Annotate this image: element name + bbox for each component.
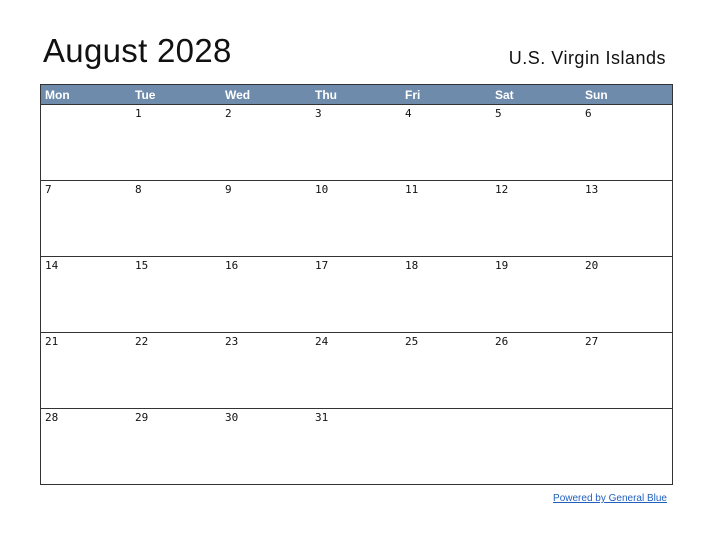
- day-cell-number: 13: [585, 183, 599, 196]
- powered-by-link[interactable]: Powered by General Blue: [553, 493, 667, 504]
- weekday-label-sun: Sun: [585, 88, 608, 102]
- day-cell-number: 26: [495, 335, 509, 348]
- day-cell-number: 7: [45, 183, 52, 196]
- day-cell-number: 16: [225, 259, 239, 272]
- day-cell-number: 19: [495, 259, 509, 272]
- day-cell-number: 1: [135, 107, 142, 120]
- weekday-label-mon: Mon: [45, 88, 70, 102]
- day-cell-number: 5: [495, 107, 502, 120]
- day-cell-number: 21: [45, 335, 59, 348]
- day-cell-number: 31: [315, 411, 329, 424]
- week-row-4: 21 22 23 24 25 26 27: [41, 333, 672, 409]
- weekday-label-sat: Sat: [495, 88, 514, 102]
- day-cell-number: 9: [225, 183, 232, 196]
- day-cell-number: 8: [135, 183, 142, 196]
- weekday-header-row: Mon Tue Wed Thu Fri Sat Sun: [41, 85, 672, 105]
- day-cell-number: 6: [585, 107, 592, 120]
- day-cell-number: 11: [405, 183, 419, 196]
- day-cell-number: 12: [495, 183, 509, 196]
- calendar-grid: Mon Tue Wed Thu Fri Sat Sun 1 2 3 4 5 6 …: [40, 84, 673, 485]
- day-cell-number: 28: [45, 411, 59, 424]
- week-row-3: 14 15 16 17 18 19 20: [41, 257, 672, 333]
- day-cell-number: 20: [585, 259, 599, 272]
- day-cell-number: 29: [135, 411, 149, 424]
- day-cell-number: 15: [135, 259, 149, 272]
- week-row-2: 7 8 9 10 11 12 13: [41, 181, 672, 257]
- day-cell-number: 17: [315, 259, 329, 272]
- day-cell-number: 14: [45, 259, 59, 272]
- day-cell-number: 27: [585, 335, 599, 348]
- weekday-label-thu: Thu: [315, 88, 337, 102]
- calendar-title: August 2028: [43, 32, 232, 69]
- region-name: U.S. Virgin Islands: [508, 48, 666, 68]
- day-cell-number: 30: [225, 411, 239, 424]
- day-cell-number: 18: [405, 259, 419, 272]
- weekday-label-wed: Wed: [225, 88, 251, 102]
- day-cell-number: 24: [315, 335, 329, 348]
- day-cell-number: 3: [315, 107, 322, 120]
- day-cell-number: 2: [225, 107, 232, 120]
- day-cell-number: 25: [405, 335, 419, 348]
- weekday-label-fri: Fri: [405, 88, 421, 102]
- day-cell-number: 23: [225, 335, 239, 348]
- day-cell-number: 10: [315, 183, 329, 196]
- day-cell-number: 22: [135, 335, 149, 348]
- week-row-1: 1 2 3 4 5 6: [41, 105, 672, 181]
- day-cell-number: 4: [405, 107, 412, 120]
- weekday-label-tue: Tue: [135, 88, 156, 102]
- week-row-5: 28 29 30 31: [41, 409, 672, 485]
